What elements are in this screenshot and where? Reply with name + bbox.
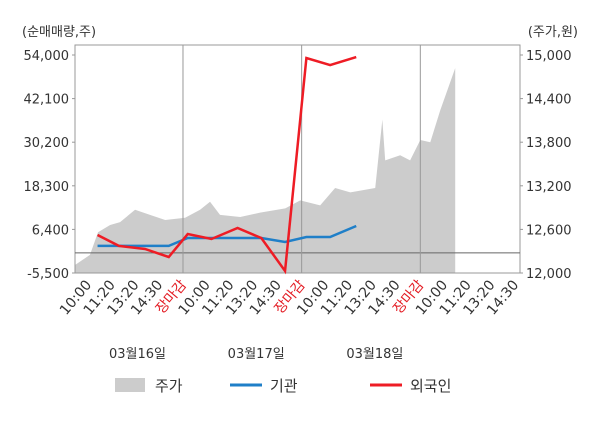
legend-label: 기관 — [270, 377, 298, 395]
series-line — [96, 55, 357, 275]
y-tick-label: -5,500 — [27, 267, 69, 282]
y2-tick-label: 12,000 — [526, 267, 572, 282]
y-tick-label: 42,100 — [24, 93, 70, 108]
y2-tick-label: 15,000 — [526, 49, 572, 64]
legend-swatch — [115, 378, 145, 392]
y-tick-label: 54,000 — [24, 49, 70, 64]
y2-tick-label: 13,200 — [526, 180, 572, 195]
y-tick-label: 18,300 — [24, 180, 70, 195]
price-area — [75, 68, 456, 273]
y-tick-label: 6,400 — [32, 223, 69, 238]
y2-tick-label: 13,800 — [526, 136, 572, 151]
date-label: 03월17일 — [228, 347, 285, 362]
series-line — [97, 224, 357, 248]
date-label: 03월18일 — [346, 347, 403, 362]
y2-tick-label: 12,600 — [526, 223, 572, 238]
y2-tick-label: 14,400 — [526, 93, 572, 108]
y2-axis-label: (주가,원) — [528, 25, 578, 40]
y-axis-label: (순매매량,주) — [22, 25, 96, 40]
y-tick-label: 30,200 — [24, 136, 70, 151]
date-label: 03월16일 — [109, 347, 166, 362]
legend-label: 외국인 — [410, 377, 451, 395]
plot-frame — [74, 44, 521, 274]
legend-label: 주가 — [155, 377, 183, 395]
